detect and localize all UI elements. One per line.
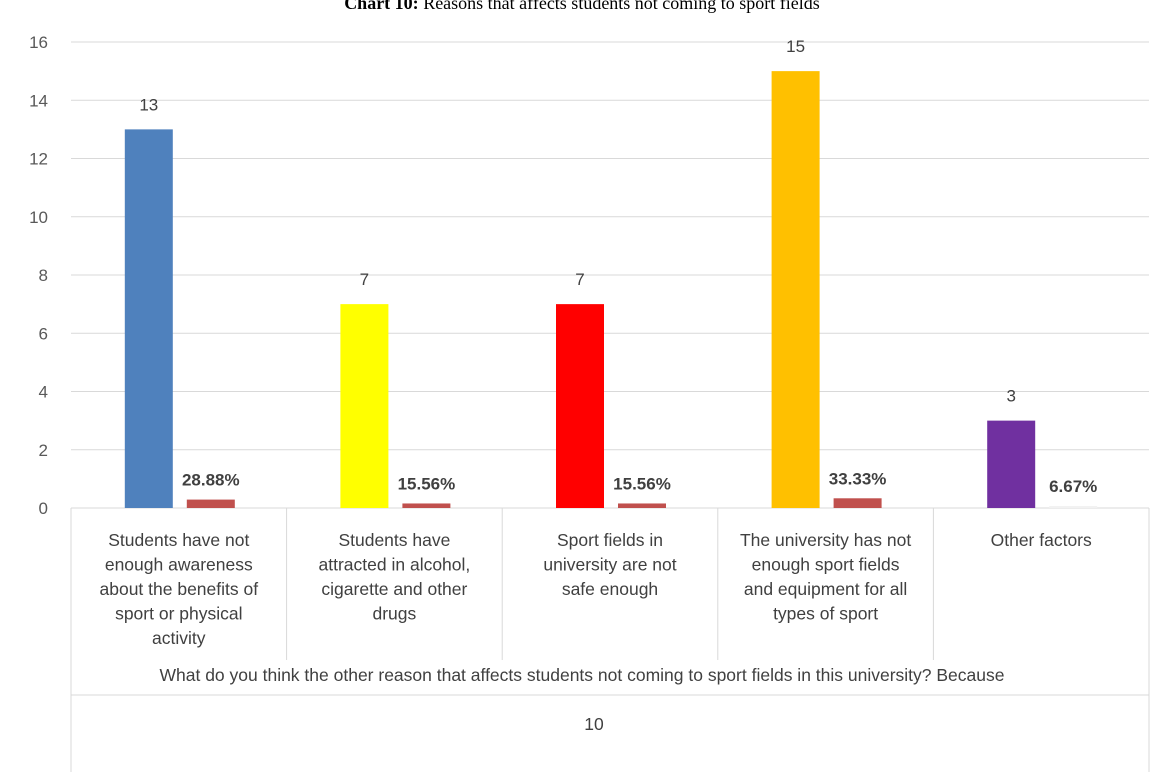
category-label-line: The university has not [740,530,911,550]
category-label-line: Students have [338,530,450,550]
data-label-percent: 6.67% [1049,477,1097,496]
bar-count [771,71,820,508]
category-label: Sport fields in university are not safe en… [543,530,676,599]
category-label-line: enough awareness [105,555,253,575]
y-tick-label: 0 [39,499,48,518]
bar-percent [833,498,882,508]
data-label-count: 3 [1006,387,1015,406]
chart-title-prefix: Chart 10: [344,0,419,13]
y-tick-label: 8 [39,266,48,285]
category-label-line: attracted in alcohol, [319,555,471,575]
bars [124,71,1098,508]
data-labels: 13 28.88% 7 15.56% 7 15.56% 15 33.33% 3 6.67% [139,37,1097,496]
category-label-line: safe enough [562,579,658,599]
category-label: Other factors [991,530,1092,550]
data-label-percent: 33.33% [829,469,887,488]
y-tick-label: 6 [39,324,48,343]
category-label: The university has not enough sport field… [740,530,911,624]
y-tick-label: 12 [29,150,48,169]
chart-title: Chart 10: Reasons that affects students … [344,0,820,13]
category-label-line: sport or physical [115,604,242,624]
bar-percent [618,503,666,508]
data-label-percent: 28.88% [182,471,240,490]
data-label-percent: 15.56% [613,474,671,493]
bar-count [556,304,604,508]
category-label: Students have attracted in alcohol, cigare… [319,530,471,624]
chart-title-rest: Reasons that affects students not coming… [419,0,820,13]
category-label-line: Other factors [991,530,1092,550]
category-label-line: enough sport fields [752,555,900,575]
category-label-line: types of sport [773,604,878,624]
category-label-line: Students have not [108,530,249,550]
category-label-line: activity [152,628,206,648]
y-tick-label: 4 [39,383,48,402]
category-label-line: drugs [373,604,417,624]
category-label-line: and equipment for all [744,579,907,599]
category-label-line: Sport fields in [557,530,663,550]
category-label-line: cigarette and other [321,579,467,599]
bar-percent [186,499,235,508]
axis-note-line1: What do you think the other reason that … [159,665,1004,685]
data-label-count: 7 [360,270,369,289]
category-label: Students have not enough awareness about t… [100,530,259,648]
category-label-line: about the benefits of [100,579,259,599]
bar-percent [1049,506,1098,508]
data-label-count: 15 [786,37,805,56]
gridlines [71,41,1149,451]
y-tick-label: 2 [39,441,48,460]
bar-count [340,304,389,508]
y-tick-label: 10 [29,208,48,227]
data-label-count: 7 [575,270,584,289]
data-label-count: 13 [139,95,158,114]
y-tick-label: 16 [29,33,48,52]
y-tick-label: 14 [29,91,48,110]
axes: 0 2 4 6 8 10 12 14 16 [29,33,1150,772]
category-label-line: university are not [543,555,676,575]
data-label-percent: 15.56% [398,474,456,493]
axis-note-line2: 10 [584,714,604,734]
category-labels: Students have not enough awareness about t… [100,530,1093,648]
bar-count [987,420,1036,508]
bar-count [124,129,173,508]
bar-percent [402,503,451,508]
